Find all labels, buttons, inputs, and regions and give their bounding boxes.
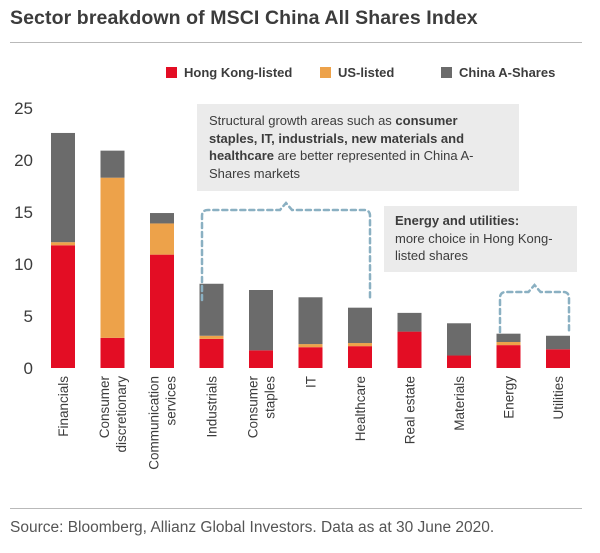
bar-china-a (199, 283, 224, 336)
x-tick-label-line: Consumer (97, 376, 112, 439)
legend-item-china-a: China A-Shares (441, 65, 555, 80)
x-tick-label-line: Materials (452, 376, 467, 431)
bar-hong-kong (348, 346, 372, 368)
legend-label-china-a: China A-Shares (459, 65, 556, 80)
bar-hong-kong (546, 349, 570, 368)
bar-us (150, 223, 174, 255)
legend-item-hong-kong: Hong Kong-listed (166, 65, 292, 80)
x-tick-label-line: Industrials (205, 376, 220, 438)
bar-hong-kong (397, 331, 422, 368)
y-tick-label: 0 (24, 359, 33, 378)
x-tick-label: Consumer staples (246, 376, 278, 439)
y-tick-label: 10 (14, 255, 33, 274)
legend-item-us: US-listed (320, 65, 394, 80)
bar-china-a (150, 213, 174, 224)
x-tick-label-line: Consumer (246, 376, 261, 439)
x-tick-label-line: IT (304, 376, 319, 388)
legend-label-us: US-listed (338, 65, 395, 80)
energy-annotation-text: more choice in Hong Kong-listed shares (395, 230, 553, 264)
x-tick-label-line: Healthcare (353, 376, 368, 441)
x-tick-label: Communication services (147, 376, 179, 470)
title-divider (10, 42, 582, 43)
growth-bracket (200, 201, 372, 302)
growth-annotation-text: Structural growth areas such as (209, 113, 396, 128)
growth-annotation-text-after: are better represented in China A-Shares… (209, 148, 474, 181)
bar-us (199, 335, 224, 339)
bar-hong-kong (447, 355, 471, 368)
bar-us (298, 344, 323, 348)
x-tick-label: Healthcare (353, 376, 368, 441)
x-tick-label-line: discretionary (114, 376, 129, 453)
bar-hong-kong (199, 338, 224, 368)
y-tick-label: 5 (24, 307, 33, 326)
bar-china-a (447, 323, 471, 356)
bar-hong-kong (150, 254, 174, 368)
bar-china-a (397, 312, 422, 332)
bar-us (496, 342, 521, 346)
growth-annotation: Structural growth areas such as consumer… (197, 104, 519, 191)
bar-china-a (249, 290, 273, 351)
bar-china-a (100, 150, 125, 178)
bar-us (100, 177, 125, 338)
y-tick-label: 25 (14, 99, 33, 118)
energy-annotation: Energy and utilities: more choice in Hong… (384, 206, 577, 272)
y-tick-label: 20 (14, 151, 33, 170)
x-tick-label: Financials (56, 376, 71, 437)
x-tick-label-line: Real estate (403, 376, 418, 444)
bar-hong-kong (496, 345, 521, 368)
bar-china-a (348, 307, 372, 344)
x-tick-label-line: Utilities (551, 376, 566, 420)
bar-china-a (546, 335, 570, 350)
y-tick-label: 15 (14, 203, 33, 222)
x-tick-label: Energy (502, 376, 517, 419)
x-tick-label: Consumer discretionary (97, 376, 129, 453)
legend-label-hong-kong: Hong Kong-listed (184, 65, 293, 80)
bar-us (348, 343, 372, 347)
legend-swatch-us (320, 67, 331, 78)
legend-swatch-china-a (441, 67, 452, 78)
x-tick-label: Real estate (403, 376, 418, 444)
energy-bracket (498, 283, 571, 334)
x-tick-label-line: Communication (147, 376, 162, 470)
chart-title: Sector breakdown of MSCI China All Share… (10, 7, 478, 29)
source-note: Source: Bloomberg, Allianz Global Invest… (10, 519, 495, 536)
energy-annotation-bold: Energy and utilities: (395, 213, 520, 228)
x-tick-label: Industrials (205, 376, 220, 438)
x-tick-label-line: services (164, 376, 179, 426)
bar-hong-kong (249, 350, 273, 368)
legend-swatch-hong-kong (166, 67, 177, 78)
x-tick-label: Materials (452, 376, 467, 431)
bar-hong-kong (51, 245, 75, 368)
bar-china-a (298, 297, 323, 345)
bar-china-a (496, 333, 521, 342)
x-tick-label-line: Energy (502, 376, 517, 419)
bar-us (51, 242, 75, 246)
footer-divider (10, 508, 582, 509)
x-tick-label-line: staples (263, 376, 278, 419)
bar-hong-kong (298, 347, 323, 368)
growth-annotation-bold: consumer staples, IT, industrials, new m… (209, 113, 465, 163)
x-tick-label: Utilities (551, 376, 566, 420)
bar-hong-kong (100, 337, 125, 368)
bar-china-a (51, 132, 75, 243)
x-tick-label-line: Financials (56, 376, 71, 437)
x-tick-label: IT (304, 376, 319, 388)
